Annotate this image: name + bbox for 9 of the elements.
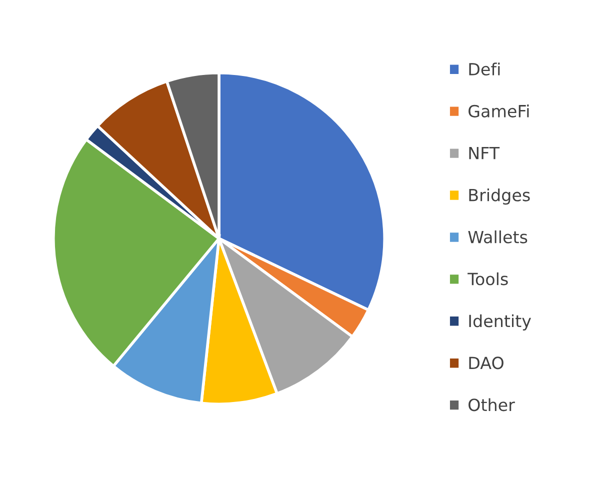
legend-label: Other bbox=[468, 398, 515, 412]
legend-label: Identity bbox=[469, 314, 531, 330]
legend-label: Tools bbox=[468, 272, 508, 286]
legend-label: Wallets bbox=[468, 230, 528, 244]
legend-label: Bridges bbox=[469, 188, 530, 205]
legend-label: NFT bbox=[469, 147, 500, 160]
legend-label: GameFi bbox=[468, 104, 529, 118]
legend-label: DAO bbox=[469, 356, 504, 370]
legend-label: Defi bbox=[469, 62, 500, 76]
